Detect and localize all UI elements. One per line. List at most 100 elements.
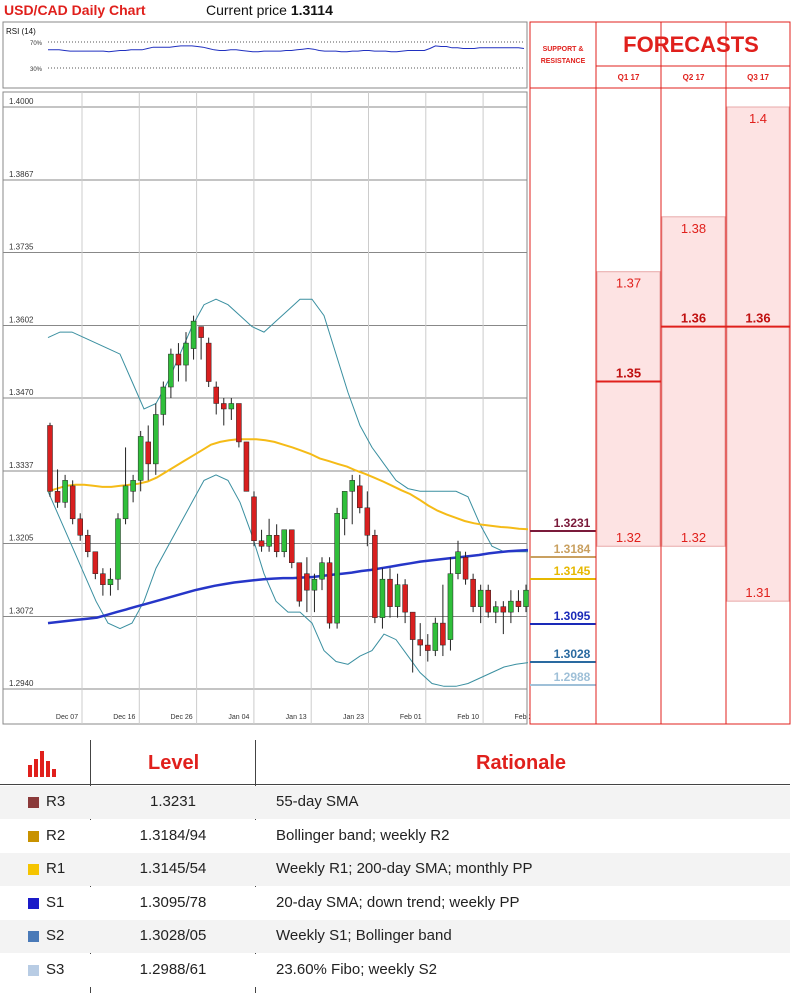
candle-body bbox=[115, 518, 121, 580]
forecast-range bbox=[661, 216, 726, 547]
candle-body bbox=[62, 480, 68, 503]
candle-body bbox=[213, 386, 219, 404]
level-value: 1.3028/05 bbox=[139, 927, 207, 944]
table-header-divider bbox=[0, 784, 790, 785]
level-swatch bbox=[28, 964, 39, 976]
header-rationale: Rationale bbox=[476, 752, 567, 774]
candle-body bbox=[296, 562, 303, 602]
level-value: 1.3095/78 bbox=[139, 893, 207, 911]
candle-body bbox=[477, 589, 484, 607]
support-resistance-panel: 1.3231 1.3184 1.3145 1.3095 1.3028 1.2988 bbox=[529, 21, 597, 725]
y-tick-label: 1.3867 bbox=[9, 170, 34, 179]
sr-level-label: 1.3095 bbox=[554, 609, 591, 623]
candle-body bbox=[198, 326, 204, 338]
candle-body bbox=[85, 535, 91, 552]
candle-body bbox=[153, 414, 159, 465]
forecast-top-label: 1.4 bbox=[749, 111, 767, 126]
candle-body bbox=[425, 644, 431, 651]
level-name: S3 bbox=[46, 960, 65, 978]
level-swatch bbox=[28, 797, 39, 808]
y-tick-label: 1.3337 bbox=[9, 461, 34, 470]
level-value: 1.3145/54 bbox=[139, 860, 207, 877]
forecast-bottom-label: 1.31 bbox=[745, 585, 770, 600]
sr-level-label: 1.3028 bbox=[554, 647, 591, 661]
forecast-quarter-label: Q3 17 bbox=[747, 73, 769, 82]
level-swatch bbox=[28, 864, 39, 875]
sr-title: SUPPORT & RESISTANCE bbox=[540, 46, 586, 65]
candle-body bbox=[311, 578, 318, 591]
level-rationale: Weekly S1; Bollinger band bbox=[276, 927, 452, 944]
candle-body bbox=[47, 425, 53, 492]
level-rationale: 55-day SMA bbox=[276, 793, 359, 810]
candle-body bbox=[515, 600, 522, 607]
forecast-range bbox=[596, 271, 661, 547]
table-row: R3 1.3231 55-day SMA bbox=[0, 786, 790, 819]
candle-body bbox=[500, 606, 507, 613]
level-rationale: Weekly R1; 200-day SMA; monthly PP bbox=[276, 860, 533, 877]
sr-level-label: 1.3184 bbox=[554, 542, 591, 556]
forecast-top-label: 1.37 bbox=[616, 276, 641, 291]
candle-body bbox=[190, 320, 197, 349]
y-tick-label: 1.3735 bbox=[9, 243, 34, 252]
candle-body bbox=[462, 556, 469, 580]
level-value: 1.3184/94 bbox=[139, 826, 207, 844]
level-rationale: Bollinger band; weekly R2 bbox=[276, 826, 450, 844]
candle-body bbox=[160, 386, 167, 415]
rsi-frame bbox=[2, 21, 528, 89]
price-panel: 1.4000 1.3867 1.3735 1.3602 1.3470 1.3337 1.32… bbox=[2, 91, 541, 725]
rsi-label: RSI (14) bbox=[6, 27, 36, 36]
x-tick-label: Jan 23 bbox=[343, 714, 364, 721]
candle-body bbox=[273, 535, 280, 552]
level-value: 1.2988/61 bbox=[139, 960, 207, 978]
x-tick-label: Feb 01 bbox=[400, 714, 422, 721]
candle-body bbox=[319, 562, 325, 580]
level-rationale: 20-day SMA; down trend; weekly PP bbox=[276, 893, 520, 911]
forecast-title: FORECASTS bbox=[623, 32, 759, 57]
sr-frame bbox=[529, 21, 597, 725]
y-tick-label: 1.3072 bbox=[9, 607, 34, 616]
candle-body bbox=[508, 600, 514, 613]
forecast-bottom-label: 1.32 bbox=[681, 530, 706, 545]
candle-body bbox=[205, 342, 212, 382]
candle-body bbox=[523, 589, 529, 607]
candle-body bbox=[357, 485, 363, 509]
candle-body bbox=[447, 573, 454, 640]
forecast-panel: Q1 17 1.37 1.35 1.32 Q2 17 1.38 1.36 1.32 Q3 17 1… bbox=[595, 21, 791, 725]
candle-body bbox=[122, 485, 129, 520]
x-tick-label: Feb 10 bbox=[457, 714, 479, 721]
current-price: Current price 1.3114 bbox=[206, 2, 333, 18]
level-rationale: 23.60% Fibo; weekly S2 bbox=[276, 960, 437, 978]
y-axis-ticks: 1.4000 1.3867 1.3735 1.3602 1.3470 1.3337 1.32… bbox=[9, 97, 34, 688]
level-name: S2 bbox=[46, 927, 65, 944]
candle-body bbox=[107, 578, 114, 585]
candle-body bbox=[228, 403, 235, 410]
y-tick-label: 1.3205 bbox=[9, 534, 34, 543]
candle-body bbox=[364, 507, 371, 536]
x-tick-label: Dec 26 bbox=[171, 714, 193, 721]
candle-body bbox=[349, 480, 355, 492]
rsi-panel: RSI (14) 70% 30% bbox=[2, 21, 528, 89]
x-tick-label: Dec 16 bbox=[113, 714, 135, 721]
forecast-top-label: 1.38 bbox=[681, 221, 706, 236]
candle-body bbox=[334, 513, 340, 624]
sr-levels: 1.3231 1.3184 1.3145 1.3095 1.3028 1.2988 bbox=[530, 516, 596, 686]
candle-body bbox=[326, 562, 333, 624]
bollinger-bands bbox=[47, 298, 529, 687]
forecast-quarter-label: Q1 17 bbox=[618, 73, 640, 82]
candle-body bbox=[304, 573, 310, 591]
series-line bbox=[47, 298, 528, 553]
y-tick-label: 1.2940 bbox=[9, 679, 34, 688]
level-value: 1.3231 bbox=[150, 793, 196, 810]
series-line bbox=[47, 548, 529, 625]
sr-level-label: 1.3145 bbox=[554, 564, 591, 578]
candle-body bbox=[145, 441, 151, 465]
candle-body bbox=[281, 529, 287, 552]
chart-title: USD/CAD Daily Chart bbox=[4, 2, 146, 18]
current-price-label: Current price bbox=[206, 2, 287, 18]
x-axis-ticks: Dec 07 Dec 16 Dec 26 Jan 04 Jan 13 Jan 23 Feb … bbox=[56, 714, 536, 721]
candle-body bbox=[243, 441, 250, 492]
table-row: R1 1.3145/54 Weekly R1; 200-day SMA; month… bbox=[0, 853, 790, 886]
candlesticks bbox=[47, 315, 529, 673]
moving-averages bbox=[47, 438, 529, 625]
bar-chart-icon bbox=[28, 751, 56, 777]
